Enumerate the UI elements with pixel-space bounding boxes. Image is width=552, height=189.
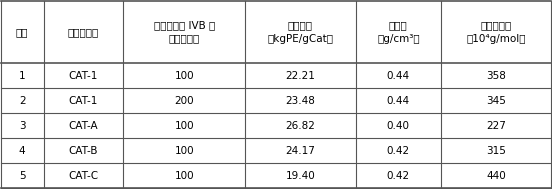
Text: 0.44: 0.44 [387,96,410,106]
Text: 0.42: 0.42 [387,146,410,156]
Bar [1,113,551,138]
Text: 5: 5 [19,171,25,181]
Text: 100: 100 [174,171,194,181]
Text: 助催化剂与 IVB 族
金属摩尔比: 助催化剂与 IVB 族 金属摩尔比 [153,20,215,43]
Text: 100: 100 [174,146,194,156]
Text: 催化剂编号: 催化剂编号 [68,27,99,37]
Text: 0.42: 0.42 [387,171,410,181]
Text: 440: 440 [486,171,506,181]
Text: 23.48: 23.48 [285,96,315,106]
Text: 4: 4 [19,146,25,156]
Text: 1: 1 [19,71,25,81]
Text: 序号: 序号 [16,27,28,37]
Text: CAT-1: CAT-1 [68,71,98,81]
Text: CAT-B: CAT-B [68,146,98,156]
Bar [1,1,551,63]
Bar [1,63,551,88]
Bar [1,88,551,113]
Text: 2: 2 [19,96,25,106]
Text: 358: 358 [486,71,506,81]
Text: 200: 200 [174,96,194,106]
Text: CAT-1: CAT-1 [68,96,98,106]
Text: CAT-C: CAT-C [68,171,98,181]
Text: 粘均分子量
（10⁴g/mol）: 粘均分子量 （10⁴g/mol） [466,20,526,43]
Text: 19.40: 19.40 [285,171,315,181]
Text: 0.40: 0.40 [387,121,410,131]
Text: 22.21: 22.21 [285,71,315,81]
Text: 聚合活性
（kgPE/gCat）: 聚合活性 （kgPE/gCat） [268,20,333,43]
Text: 3: 3 [19,121,25,131]
Text: 24.17: 24.17 [285,146,315,156]
Text: 26.82: 26.82 [285,121,315,131]
Text: 345: 345 [486,96,506,106]
Bar [1,163,551,188]
Bar [1,138,551,163]
Text: 0.44: 0.44 [387,71,410,81]
Text: 100: 100 [174,121,194,131]
Text: 100: 100 [174,71,194,81]
Text: 227: 227 [486,121,506,131]
Text: 315: 315 [486,146,506,156]
Text: CAT-A: CAT-A [68,121,98,131]
Text: 堆密度
（g/cm³）: 堆密度 （g/cm³） [377,20,420,43]
